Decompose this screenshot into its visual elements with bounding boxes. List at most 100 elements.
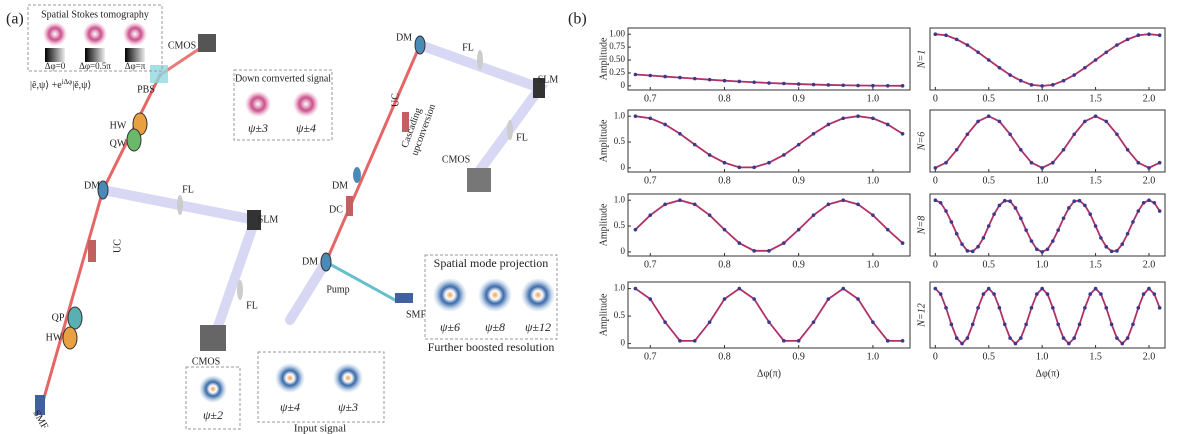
data-point (708, 153, 712, 157)
x-tick-label: 1.0 (867, 351, 880, 362)
data-point (1088, 212, 1092, 216)
x-tick-label: 0.5 (983, 351, 996, 362)
data-point (987, 58, 991, 62)
data-point (1008, 336, 1012, 340)
data-point (871, 320, 875, 324)
data-point (767, 161, 771, 165)
data-point (1083, 120, 1087, 124)
pbs (150, 65, 168, 83)
data-point (955, 232, 959, 236)
data-point (841, 116, 845, 120)
data-point (708, 213, 712, 217)
data-point (782, 339, 786, 343)
component-label: DC (329, 204, 343, 215)
waveplate (63, 327, 77, 349)
data-point (1104, 306, 1108, 310)
data-point (944, 33, 948, 37)
x-tick-label: 1.0 (867, 259, 880, 270)
data-point (992, 212, 996, 216)
data-point (934, 287, 938, 291)
data-point (752, 297, 756, 301)
y-axis-label: Amplitude (598, 37, 609, 80)
data-point (1024, 228, 1028, 232)
data-point (738, 241, 742, 245)
data-point (1126, 336, 1130, 340)
data-point (827, 123, 831, 127)
data-point (693, 143, 697, 147)
mode-image (478, 278, 512, 312)
component-label: DM (396, 32, 412, 43)
data-point (1088, 292, 1092, 296)
data-point (992, 292, 996, 296)
data-point (960, 242, 964, 246)
data-point (634, 228, 638, 232)
data-point (797, 143, 801, 147)
data-point (1008, 132, 1012, 136)
x-tick-label: 0.8 (718, 93, 731, 104)
data-point (998, 306, 1002, 310)
lens (477, 50, 483, 70)
y-tick-label: 0.25 (609, 67, 625, 77)
x-axis-label: Δφ(π) (1036, 368, 1060, 379)
data-point (1153, 292, 1157, 296)
data-point (1067, 206, 1071, 210)
mode-image (333, 363, 363, 393)
mirror (415, 36, 425, 54)
x-tick-label: 0.9 (792, 351, 805, 362)
mode-image (521, 278, 555, 312)
data-point (841, 287, 845, 291)
data-point (1035, 247, 1039, 251)
data-point (1062, 79, 1066, 83)
data-point (886, 84, 890, 88)
mode-image (293, 91, 319, 117)
data-point (1110, 250, 1114, 254)
y-tick-label: 0.5 (614, 220, 626, 230)
data-point (1072, 73, 1076, 77)
x-tick-label: 0.5 (983, 259, 996, 270)
data-point (976, 306, 980, 310)
data-point (944, 161, 948, 165)
lens (237, 280, 243, 300)
beam (290, 262, 326, 320)
data-point (982, 236, 986, 240)
data-point (1136, 33, 1140, 37)
component-label: FL (516, 132, 528, 143)
y-tick-label: 0.50 (609, 54, 625, 64)
data-point (1030, 161, 1034, 165)
data-point (723, 161, 727, 165)
data-point (1136, 161, 1140, 165)
data-point (1126, 38, 1130, 42)
data-point (1024, 323, 1028, 327)
mirror (321, 253, 331, 271)
data-point (1040, 84, 1044, 88)
data-point (1046, 292, 1050, 296)
data-point (1072, 199, 1076, 203)
box-title: Spatial mode projection (434, 256, 549, 270)
data-point (1046, 247, 1050, 251)
data-point (1067, 342, 1071, 346)
data-point (1136, 209, 1140, 213)
plot-frame (628, 28, 910, 90)
x-tick-label: 2.0 (1143, 351, 1156, 362)
mode-label: ψ±8 (485, 320, 505, 334)
data-point (1062, 336, 1066, 340)
data-point (1131, 323, 1135, 327)
mode-label: ψ±3 (248, 121, 268, 135)
component-label: SMF (406, 309, 426, 320)
data-point (1115, 249, 1119, 253)
data-point (886, 339, 890, 343)
data-point (812, 83, 816, 87)
data-point (976, 120, 980, 124)
data-point (723, 79, 727, 83)
box-title: Spatial Stokes tomography (41, 9, 149, 20)
data-point (1040, 166, 1044, 170)
data-point (752, 80, 756, 84)
y-tick-label: 1.0 (614, 194, 626, 204)
formula-sup: iΔφ (62, 78, 73, 86)
data-point (1003, 199, 1007, 203)
x-tick-label: 1.0 (867, 93, 880, 104)
data-point (1126, 232, 1130, 236)
data-point (1030, 239, 1034, 243)
data-point (1131, 220, 1135, 224)
data-point (693, 77, 697, 81)
